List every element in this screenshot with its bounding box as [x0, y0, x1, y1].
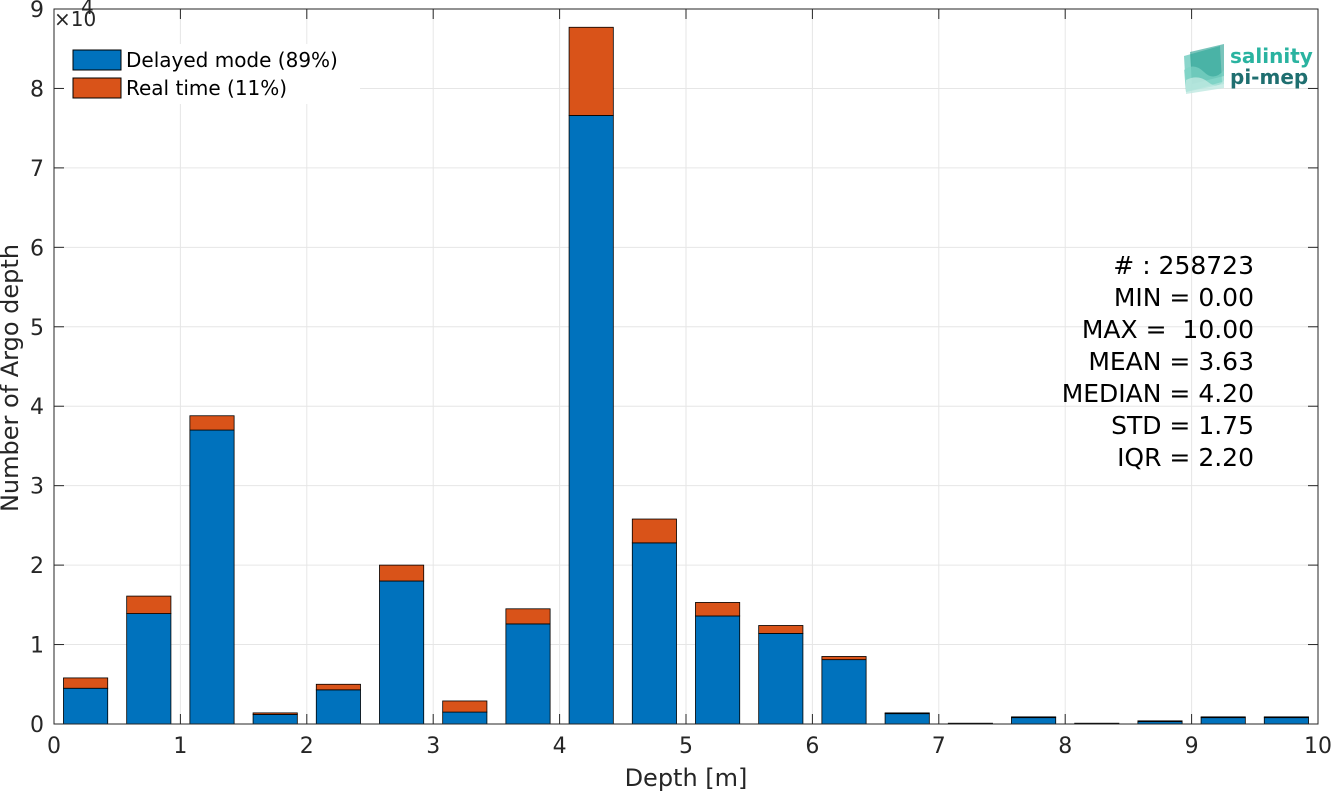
- bar-real-time: [1200, 716, 1246, 719]
- bar-delayed-mode: [758, 633, 804, 725]
- y-tick-label: 0: [30, 713, 44, 738]
- bar-delayed-mode: [1011, 717, 1057, 725]
- y-tick-label: 6: [30, 236, 44, 261]
- bar-delayed-mode: [189, 429, 235, 725]
- salinity-pi-mep-logo-icon: [1184, 44, 1224, 94]
- legend-swatch-realtime: [72, 77, 122, 99]
- x-tick-label: 0: [47, 734, 61, 759]
- bar-real-time: [884, 712, 930, 715]
- x-axis-label: Depth [m]: [625, 764, 748, 792]
- y-tick-label: 2: [30, 554, 44, 579]
- y-tick-label: 3: [30, 475, 44, 500]
- bar-real-time: [568, 26, 614, 116]
- bar-real-time: [63, 677, 109, 689]
- y-tick-label: 8: [30, 77, 44, 102]
- bar-delayed-mode: [631, 542, 677, 725]
- x-tick-label: 4: [553, 734, 567, 759]
- bar-delayed-mode: [379, 580, 425, 725]
- stats-box: # : 258723 MIN = 0.00 MAX = 10.00 MEAN =…: [1062, 251, 1254, 472]
- bar-delayed-mode: [252, 714, 298, 725]
- bar-real-time: [758, 625, 804, 634]
- stat-median: MEDIAN = 4.20: [1062, 379, 1254, 408]
- bar-delayed-mode: [126, 613, 172, 725]
- bar-real-time: [631, 518, 677, 544]
- legend-swatch-delayed: [72, 49, 122, 71]
- legend: Delayed mode (89%) Real time (11%): [64, 44, 360, 104]
- legend-label-delayed: Delayed mode (89%): [126, 48, 338, 72]
- x-tick-label: 8: [1058, 734, 1072, 759]
- y-tick-label: 4: [30, 395, 44, 420]
- bar-delayed-mode: [821, 659, 867, 725]
- bar-real-time: [1263, 716, 1309, 719]
- y-exponent-label: ×10: [54, 7, 96, 31]
- x-tick-label: 2: [300, 734, 314, 759]
- bar-real-time: [1137, 720, 1183, 723]
- stat-iqr: IQR = 2.20: [1117, 443, 1254, 472]
- x-tick-label: 5: [679, 734, 693, 759]
- bar-delayed-mode: [1263, 717, 1309, 725]
- x-tick-label: 3: [426, 734, 440, 759]
- legend-label-realtime: Real time (11%): [126, 76, 287, 100]
- stat-max: MAX = 10.00: [1082, 315, 1254, 344]
- bar-real-time: [315, 683, 361, 691]
- bar-real-time: [505, 608, 551, 625]
- bar-real-time: [252, 712, 298, 715]
- axis-ticks: 0 1 2 3 4 5 6 7 8 9 10 0 1 2 3 4 5 6 7 8 9: [30, 0, 1332, 759]
- bar-real-time: [442, 700, 488, 713]
- bar-delayed-mode: [63, 687, 109, 725]
- x-tick-label: 9: [1185, 734, 1199, 759]
- bar-real-time: [126, 595, 172, 614]
- bar-real-time: [189, 415, 235, 431]
- bar-delayed-mode: [695, 615, 741, 725]
- y-tick-label: 9: [30, 0, 44, 23]
- bar-real-time: [379, 564, 425, 582]
- bar-delayed-mode: [442, 711, 488, 725]
- stat-std: STD = 1.75: [1111, 411, 1254, 440]
- stat-min: MIN = 0.00: [1114, 283, 1254, 312]
- stat-mean: MEAN = 3.63: [1088, 347, 1254, 376]
- logo-text-pi-mep: pi-mep: [1230, 65, 1308, 89]
- bar-delayed-mode: [568, 115, 614, 725]
- x-tick-label: 1: [173, 734, 187, 759]
- bar-delayed-mode: [505, 623, 551, 725]
- y-tick-label: 7: [30, 157, 44, 182]
- bar-real-time: [695, 602, 741, 617]
- bar-delayed-mode: [884, 713, 930, 725]
- logo: salinity pi-mep: [1184, 44, 1313, 94]
- bar-delayed-mode: [1200, 717, 1246, 725]
- bars: [63, 26, 1309, 725]
- bar-real-time: [821, 656, 867, 661]
- x-tick-label: 10: [1304, 734, 1332, 759]
- stat-count: # : 258723: [1113, 251, 1254, 280]
- y-tick-label: 5: [30, 316, 44, 341]
- bar-real-time: [1011, 716, 1057, 719]
- x-tick-label: 6: [805, 734, 819, 759]
- x-tick-label: 7: [932, 734, 946, 759]
- bar-delayed-mode: [315, 689, 361, 725]
- y-axis-label: Number of Argo depth: [0, 244, 24, 512]
- y-exponent-power: 4: [81, 0, 94, 19]
- y-tick-label: 1: [30, 634, 44, 659]
- logo-text-salinity: salinity: [1230, 44, 1313, 68]
